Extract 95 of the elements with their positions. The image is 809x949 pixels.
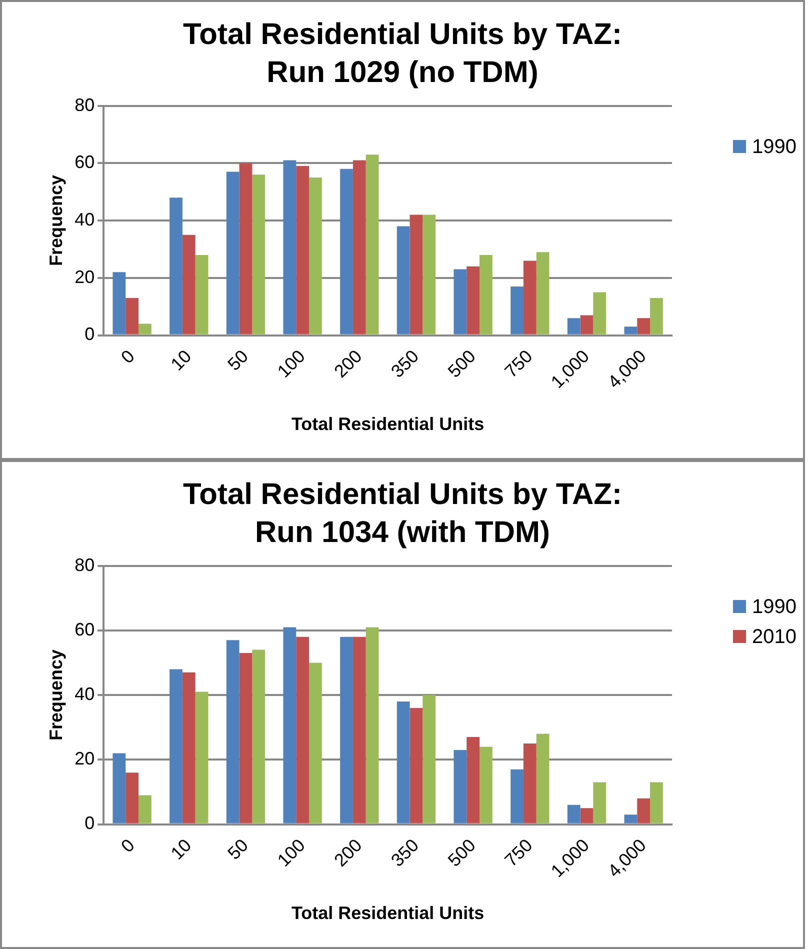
x-axis-title: Total Residential Units [291, 414, 484, 434]
bar [466, 266, 480, 334]
bar [593, 782, 606, 824]
bar [126, 772, 138, 824]
x-tick-label: 750 [500, 346, 536, 382]
bar [366, 627, 379, 824]
bar [112, 272, 126, 334]
bar [422, 695, 436, 824]
bar [536, 734, 550, 824]
x-tick-label: 0 [117, 346, 138, 368]
bar [283, 627, 296, 824]
bar [637, 318, 650, 334]
y-tick-label: 80 [74, 94, 95, 115]
bar [580, 808, 594, 824]
bar [170, 669, 182, 824]
bar [182, 672, 196, 824]
x-tick-label: 0 [117, 835, 138, 856]
y-tick-label: 40 [74, 210, 95, 230]
x-tick-label: 100 [274, 835, 309, 870]
bar [567, 804, 580, 824]
bar [454, 750, 467, 824]
bar [239, 163, 252, 334]
x-tick-label: 50 [224, 835, 252, 864]
legend-label: 2010 [752, 625, 796, 650]
bar [593, 292, 606, 334]
bar [510, 769, 524, 824]
bar [580, 315, 594, 334]
y-axis-title: Frequency [46, 650, 66, 741]
bar [624, 814, 638, 824]
y-tick-label: 20 [74, 748, 95, 769]
bar [226, 172, 240, 334]
bar [650, 298, 663, 334]
chart-title: Total Residential Units by TAZ: Run 1034 (with TDM) [182, 477, 623, 551]
bar [138, 795, 152, 824]
y-tick-label: 80 [74, 554, 95, 575]
bar [523, 744, 536, 824]
bar [195, 254, 208, 334]
bar [252, 174, 266, 334]
x-tick-label: 200 [330, 835, 366, 870]
bar [422, 214, 436, 334]
bar [536, 252, 550, 334]
bar [308, 178, 322, 334]
bar [226, 640, 240, 824]
bar [410, 708, 423, 824]
x-tick-label: 350 [387, 835, 423, 870]
y-tick-label: 0 [84, 324, 95, 344]
bar [454, 269, 467, 334]
bar [567, 318, 580, 334]
bar [252, 650, 266, 824]
x-tick-label: 500 [444, 346, 480, 382]
x-tick-label: 350 [387, 346, 423, 382]
x-tick-label: 10 [166, 346, 196, 374]
bar [624, 326, 638, 334]
y-tick-label: 20 [74, 266, 95, 287]
y-tick-label: 60 [74, 619, 95, 640]
x-axis-title: Total Residential Units [291, 903, 484, 924]
bar [296, 166, 309, 334]
bar [170, 198, 182, 334]
bar [480, 746, 492, 824]
x-tick-label: 200 [330, 346, 366, 382]
chart-title: Total Residential Units by TAZ: Run 1029 (no TDM) [182, 17, 623, 91]
bar [195, 692, 208, 824]
bar [480, 254, 492, 334]
bar [308, 662, 322, 824]
bar [396, 702, 410, 824]
bar [138, 324, 152, 334]
bar [396, 226, 410, 334]
bar [352, 160, 366, 334]
bar [112, 753, 126, 824]
bar [510, 286, 524, 334]
bar [340, 636, 353, 824]
bar [296, 636, 309, 824]
bar [650, 782, 663, 824]
y-tick-label: 40 [74, 684, 95, 704]
x-tick-label: 10 [166, 835, 196, 864]
legend-label: 1990 [752, 595, 796, 620]
bar [523, 260, 536, 334]
bar [466, 737, 480, 824]
bar [239, 653, 252, 824]
bar [340, 168, 353, 334]
x-tick-label: 750 [500, 835, 536, 870]
x-tick-label: 500 [444, 835, 480, 870]
legend-label: 1990 [752, 135, 796, 160]
bar [410, 214, 423, 334]
y-axis-title: Frequency [46, 175, 66, 266]
bar [352, 636, 366, 824]
bar [126, 298, 138, 334]
bar [366, 154, 379, 334]
x-tick-label: 50 [224, 346, 252, 374]
y-tick-label: 60 [74, 152, 95, 172]
bar [283, 160, 296, 334]
bar [637, 798, 650, 824]
y-tick-label: 0 [84, 813, 95, 834]
x-tick-label: 100 [274, 346, 309, 382]
bar [182, 234, 196, 334]
